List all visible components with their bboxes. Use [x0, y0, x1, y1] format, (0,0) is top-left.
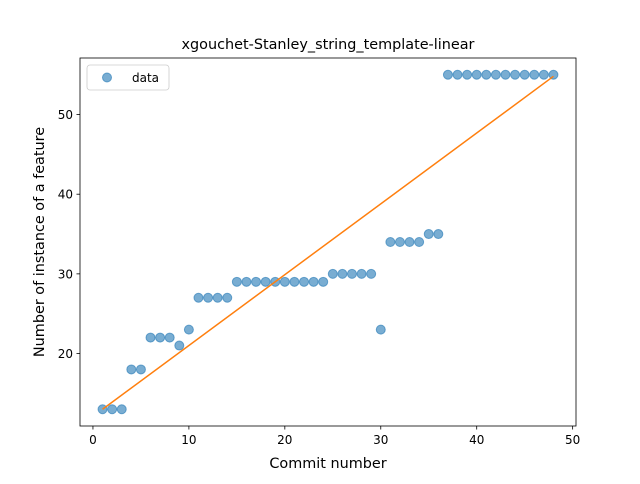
data-point — [108, 405, 117, 414]
data-point — [252, 277, 261, 286]
data-point — [511, 70, 520, 79]
x-tick-label: 30 — [373, 433, 388, 447]
data-point — [136, 365, 145, 374]
data-point — [347, 269, 356, 278]
y-tick-label: 50 — [58, 108, 73, 122]
x-tick-label: 0 — [89, 433, 97, 447]
data-point — [453, 70, 462, 79]
data-point — [204, 293, 213, 302]
data-point — [319, 277, 328, 286]
data-point — [309, 277, 318, 286]
data-point — [175, 341, 184, 350]
legend-label: data — [132, 71, 159, 85]
data-point — [242, 277, 251, 286]
data-point — [290, 277, 299, 286]
data-point — [232, 277, 241, 286]
data-point — [223, 293, 232, 302]
data-point — [443, 70, 452, 79]
legend: data — [87, 65, 169, 90]
x-axis-label: Commit number — [269, 456, 386, 472]
data-point — [184, 325, 193, 334]
data-point — [376, 325, 385, 334]
x-tick-label: 10 — [181, 433, 196, 447]
data-point — [194, 293, 203, 302]
data-point — [424, 230, 433, 239]
y-tick-label: 20 — [58, 347, 73, 361]
data-point — [338, 269, 347, 278]
data-point — [539, 70, 548, 79]
data-point — [482, 70, 491, 79]
data-point — [520, 70, 529, 79]
data-point — [472, 70, 481, 79]
legend-marker — [103, 73, 112, 82]
x-tick-label: 40 — [469, 433, 484, 447]
data-point — [280, 277, 289, 286]
data-point — [415, 238, 424, 247]
data-point — [300, 277, 309, 286]
chart-title: xgouchet-Stanley_string_template-linear — [182, 37, 475, 53]
x-tick-label: 50 — [565, 433, 580, 447]
data-point — [357, 269, 366, 278]
data-point — [146, 333, 155, 342]
data-point — [386, 238, 395, 247]
data-point — [367, 269, 376, 278]
data-point — [395, 238, 404, 247]
data-point — [117, 405, 126, 414]
data-point — [405, 238, 414, 247]
data-point — [213, 293, 222, 302]
data-point — [501, 70, 510, 79]
data-point — [261, 277, 270, 286]
data-point — [491, 70, 500, 79]
y-axis-label: Number of instance of a feature — [32, 127, 48, 357]
data-point — [434, 230, 443, 239]
y-tick-label: 40 — [58, 188, 73, 202]
data-point — [127, 365, 136, 374]
data-point — [463, 70, 472, 79]
data-point — [328, 269, 337, 278]
data-point — [165, 333, 174, 342]
x-tick-label: 20 — [277, 433, 292, 447]
y-tick-label: 30 — [58, 267, 73, 281]
data-point — [530, 70, 539, 79]
data-point — [156, 333, 165, 342]
